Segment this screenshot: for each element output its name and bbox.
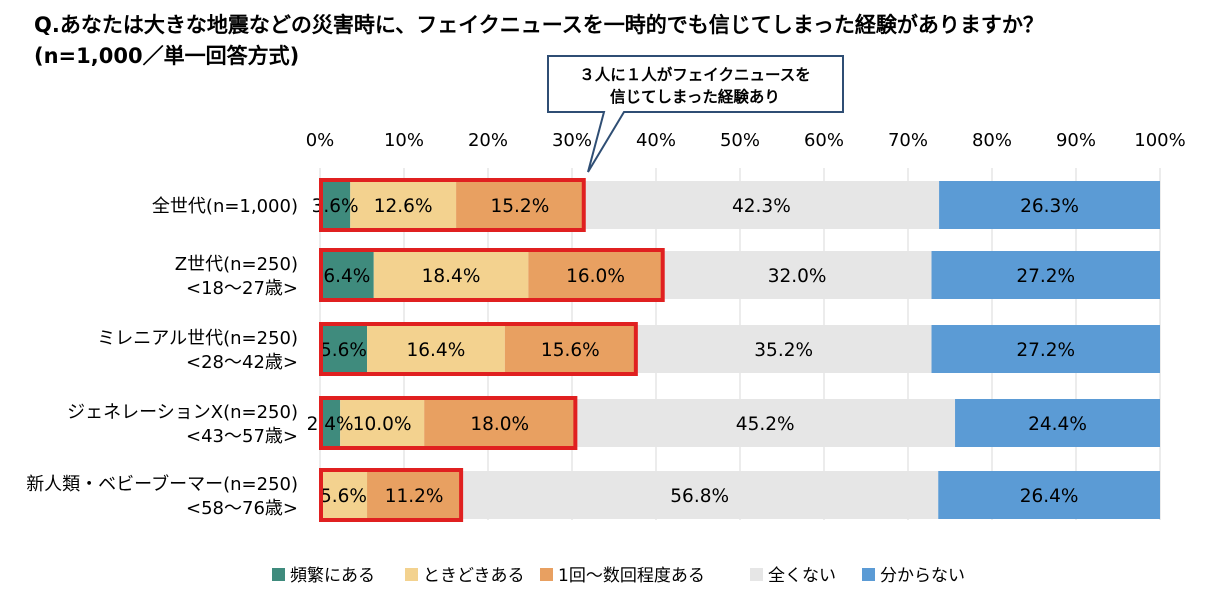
legend-item: 1回～数回程度ある — [540, 566, 705, 586]
legend-item: 全くない — [750, 566, 836, 586]
x-tick-label: 10% — [384, 130, 424, 151]
category-label: ミレニアル世代(n=250) — [97, 328, 298, 349]
bar-segment — [456, 181, 584, 229]
x-tick-label: 60% — [804, 130, 844, 151]
data-label: 5.6% — [320, 486, 367, 507]
bar-segment — [939, 181, 1160, 229]
bar-segment — [461, 471, 939, 519]
bar-segment — [320, 325, 368, 373]
bar-segment — [583, 181, 940, 229]
highlight-box — [319, 396, 578, 450]
bar-segment — [367, 325, 505, 373]
data-label: 26.4% — [1020, 486, 1079, 507]
category-label: <18～27歳> — [186, 278, 298, 299]
data-label: 18.0% — [470, 414, 529, 435]
data-label: 26.3% — [1020, 196, 1079, 217]
bar-segment — [373, 251, 529, 299]
data-label: 35.2% — [754, 340, 813, 361]
category-label: 全世代(n=1,000) — [152, 196, 298, 217]
legend-label: 分からない — [880, 566, 965, 586]
chart-title: Q.あなたは大きな地震などの災害時に、フェイクニュースを一時的でも信じてしまった… — [34, 10, 1204, 72]
legend-item: 頻繁にある — [272, 566, 375, 586]
callout: ３人に１人がフェイクニュースを 信じてしまった経験あり — [547, 55, 844, 173]
data-label: 27.2% — [1016, 266, 1075, 287]
data-label: 15.2% — [491, 196, 550, 217]
bar-segment — [662, 251, 932, 299]
data-label: 10.0% — [353, 414, 412, 435]
data-label: 18.4% — [422, 266, 481, 287]
x-tick-label: 50% — [720, 130, 760, 151]
legend-swatch — [750, 568, 763, 581]
bar-segment — [320, 181, 351, 229]
x-tick-label: 30% — [552, 130, 592, 151]
callout-line-1: ３人に１人がフェイクニュースを — [579, 65, 810, 84]
bar-segment — [320, 399, 341, 447]
bar-segment — [340, 399, 425, 447]
title-sample-note: (n=1,000／単一回答方式) — [34, 44, 300, 68]
highlight-box — [319, 178, 586, 232]
legend-item: ときどきある — [405, 566, 525, 586]
x-tick-label: 40% — [636, 130, 676, 151]
category-label: <43～57歳> — [186, 426, 298, 447]
data-label: 12.6% — [374, 196, 433, 217]
legend-label: ときどきある — [423, 566, 525, 586]
x-tick-label: 100% — [1134, 130, 1185, 151]
data-label: 6.4% — [323, 266, 370, 287]
title-question: Q.あなたは大きな地震などの災害時に、フェイクニュースを一時的でも信じてしまった… — [34, 13, 1044, 37]
data-label: 11.2% — [385, 486, 444, 507]
legend-item: 分からない — [862, 566, 965, 586]
bar-segment — [367, 471, 462, 519]
bar-segment — [320, 251, 374, 299]
bar-segment — [931, 325, 1160, 373]
category-label: Z世代(n=250) — [175, 254, 298, 275]
data-label: 16.4% — [407, 340, 466, 361]
highlight-box — [319, 468, 464, 522]
bar-segment — [424, 399, 576, 447]
category-label: 新人類・ベビーブーマー(n=250) — [26, 473, 298, 495]
category-label: ジェネレーションX(n=250) — [67, 402, 298, 423]
data-label: 24.4% — [1028, 414, 1087, 435]
data-label: 16.0% — [566, 266, 625, 287]
data-label: 2.4% — [307, 414, 354, 435]
data-label: 15.6% — [541, 340, 600, 361]
legend-swatch — [272, 568, 285, 581]
bar-segment — [931, 251, 1160, 299]
bar-segment — [955, 399, 1160, 447]
legend-swatch — [862, 568, 875, 581]
x-tick-label: 0% — [306, 130, 335, 151]
highlight-box — [319, 322, 638, 376]
bar-segment — [320, 471, 368, 519]
bar-segment — [938, 471, 1160, 519]
bar-segment — [504, 325, 636, 373]
data-label: 5.6% — [320, 340, 367, 361]
x-tick-label: 80% — [972, 130, 1012, 151]
highlight-box — [319, 248, 665, 302]
data-label: 42.3% — [732, 196, 791, 217]
data-label: 56.8% — [670, 486, 729, 507]
x-tick-label: 20% — [468, 130, 508, 151]
legend-swatch — [540, 568, 553, 581]
legend-label: 1回～数回程度ある — [558, 566, 705, 586]
data-label: 27.2% — [1016, 340, 1075, 361]
x-tick-label: 70% — [888, 130, 928, 151]
data-label: 32.0% — [768, 266, 827, 287]
legend-swatch — [405, 568, 418, 581]
bar-segment — [635, 325, 932, 373]
data-label: 3.6% — [312, 196, 359, 217]
x-tick-label: 90% — [1056, 130, 1096, 151]
callout-line-2: 信じてしまった経験あり — [610, 87, 780, 106]
legend-label: 全くない — [768, 566, 836, 586]
bar-segment — [575, 399, 956, 447]
category-label: <58～76歳> — [186, 498, 298, 519]
bar-segment — [350, 181, 457, 229]
bar-segment — [528, 251, 663, 299]
data-label: 45.2% — [736, 414, 795, 435]
callout-box — [547, 55, 844, 173]
category-label: <28～42歳> — [186, 352, 298, 373]
legend-label: 頻繁にある — [290, 566, 375, 586]
